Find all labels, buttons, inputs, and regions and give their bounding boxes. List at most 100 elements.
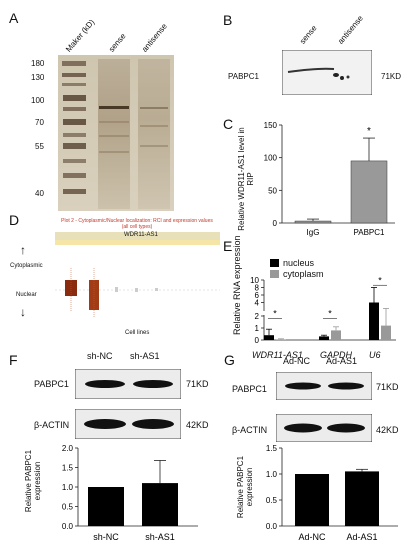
e-tick-label: 1 [255,324,260,333]
panel-letter-a: A [9,10,19,26]
nuclear-label: Nuclear [16,292,37,298]
f-bar-sh-nc [88,487,124,526]
lane-label-maker: Maker (kD) [64,17,97,54]
c-tick-label: 0 [273,219,278,228]
e-significance: * [378,275,382,285]
f-tick-label: 0.5 [62,503,74,512]
c-category-label: IgG [307,228,320,237]
c-significance: * [367,126,371,137]
marker-label-40: 40 [35,189,44,198]
lane-label-antisense: antisense [140,21,169,54]
e-tick-label: 6 [255,291,260,300]
blot-b [281,49,373,96]
chart-g-svg: 1.5 1.0 0.5 0.0 Ad-NC Ad-AS1 [266,444,398,542]
panel-a-gel [58,55,174,211]
g-tick-label: 0.0 [266,522,278,531]
blot-f-pabpc1 [74,368,182,400]
lane-label-ad-as1: Ad-AS1 [326,356,358,366]
legend-swatch-cytoplasm [270,269,279,278]
f-category-label: sh-AS1 [145,532,175,542]
g-category-label: Ad-NC [298,532,326,542]
marker-label-130: 130 [31,73,45,82]
marker-label-180: 180 [31,59,45,68]
e-tick-label: 2 [255,312,260,321]
lane-label-sense: sense [107,31,128,54]
protein-label-g-actin: β-ACTIN [232,425,268,435]
c-category-label: PABPC1 [354,228,386,237]
ylabel-g: Relative PABPC1 expression [236,455,254,519]
panel-letter-d: D [9,212,20,228]
chart-c: 150 100 50 0 IgG PABPC1 * [250,120,400,242]
silver-stain-gel [58,55,174,211]
size-label-f-pabpc1: 71KD [186,379,209,389]
panel-d-plot [55,232,220,327]
marker-label-55: 55 [35,142,44,151]
protein-label-g-pabpc1: PABPC1 [232,384,267,394]
arrow-down-icon: ↓ [20,305,26,319]
xlabel-d: Cell lines [125,330,150,336]
lane-label-sense-b: sense [298,23,319,46]
chart-e: 10 8 6 4 2 1 0 * * * [250,255,400,347]
c-tick-label: 50 [268,186,277,195]
panel-letter-g: G [224,352,235,368]
lane-label-ad-nc: Ad-NC [283,356,311,366]
lane-label-antisense-b: antisense [336,13,365,46]
e-tick-label: 4 [255,299,260,308]
size-label-g-pabpc1: 71KD [376,382,399,392]
g-category-label: Ad-AS1 [346,532,377,542]
e-bar-nucleus [319,336,329,340]
category-label-gapdh: GAPDH [320,350,353,360]
f-category-label: sh-NC [93,532,119,542]
e-bar-nucleus [264,335,274,340]
size-label-g-actin: 42KD [376,425,399,435]
panel-letter-c: C [223,116,234,132]
e-significance: * [328,308,332,318]
chart-f: 2.0 1.5 1.0 0.5 0.0 sh-NC sh-AS1 [48,440,204,550]
g-tick-label: 0.5 [266,496,278,505]
g-bar-ad-as1 [345,471,379,526]
f-tick-label: 2.0 [62,444,74,453]
e-tick-label: 10 [250,276,259,285]
gene-label-d: WDR11-AS1 [124,232,158,238]
category-label-u6: U6 [369,350,381,360]
lane-label-sh-nc: sh-NC [87,351,113,361]
e-significance: * [273,308,277,318]
category-label-wdr11: WDR11-AS1 [252,350,303,360]
e-tick-label: 0 [255,336,260,345]
legend-e: nucleus cytoplasm [270,257,324,279]
blot-f-actin [74,408,182,440]
e-bar-cytoplasm [381,325,391,340]
protein-label-b: PABPC1 [228,72,259,81]
blot-g-actin [275,413,373,443]
g-tick-label: 1.0 [266,470,278,479]
legend-label-cytoplasm: cytoplasm [283,268,324,279]
legend-label-nucleus: nucleus [283,257,315,268]
f-tick-label: 0.0 [62,522,74,531]
marker-label-70: 70 [35,118,44,127]
lane-label-sh-as1: sh-AS1 [130,351,160,361]
ylabel-e: Relative RNA expression [232,235,242,335]
protein-label-f-pabpc1: PABPC1 [34,379,69,389]
e-bar-cytoplasm [276,339,286,340]
cytoplasmic-label: Cytoplasmic [10,263,43,269]
chart-c-svg: 150 100 50 0 IgG PABPC1 * [264,121,395,237]
ylabel-f: Relative PABPC1 expression [24,449,42,513]
g-tick-label: 1.5 [266,444,278,453]
e-tick-label: 8 [255,284,260,293]
blot-g-pabpc1 [275,371,373,401]
f-tick-label: 1.0 [62,483,74,492]
c-bar-igg [294,220,332,224]
e-bar-nucleus [369,302,379,340]
f-bar-sh-as1 [142,483,178,526]
panel-letter-f: F [9,352,18,368]
g-bar-ad-nc [295,474,329,526]
c-bar-pabpc1 [350,160,388,224]
size-label-f-actin: 42KD [186,420,209,430]
f-tick-label: 1.5 [62,464,74,473]
legend-swatch-nucleus [270,258,279,267]
e-bar-cytoplasm [331,330,341,340]
marker-label-100: 100 [31,96,45,105]
plot-title-d: Plot 2 - Cytoplasmic/Nuclear localizatio… [61,218,213,230]
protein-label-f-actin: β-ACTIN [34,420,70,430]
